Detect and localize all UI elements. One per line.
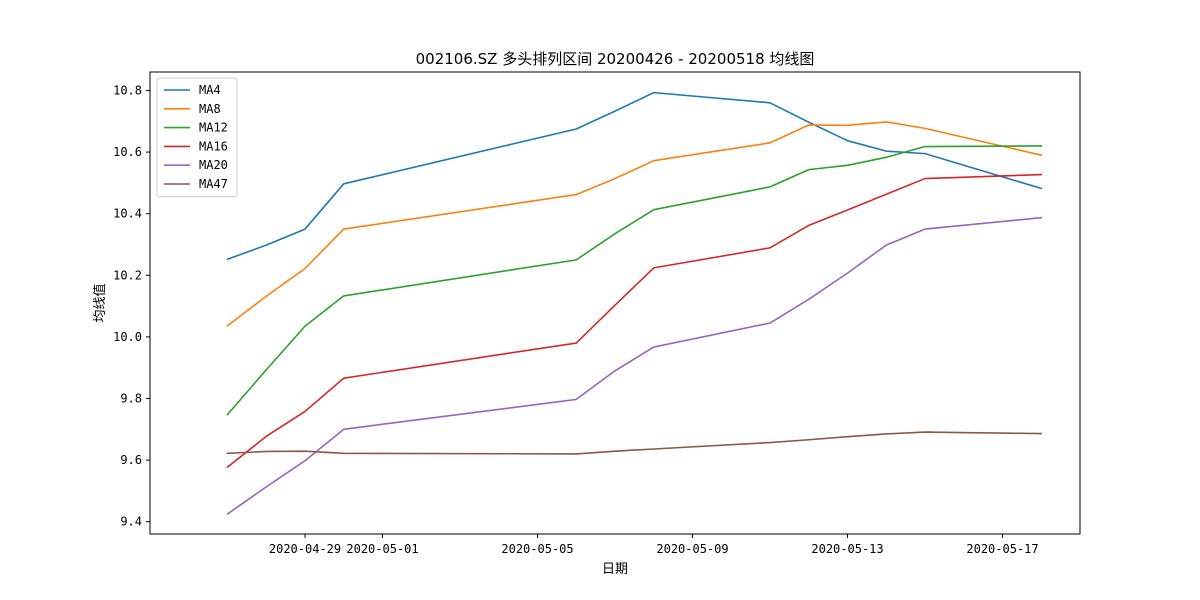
y-tick-label: 9.4 [120,515,142,529]
x-tick-label: 2020-04-29 [269,542,341,556]
legend-label-ma20: MA20 [199,158,228,172]
legend-box [156,77,238,198]
x-axis-label: 日期 [602,562,628,577]
legend-label-ma12: MA12 [199,121,228,135]
series-line-ma47 [226,431,1043,455]
legend-label-ma4: MA4 [199,83,221,97]
x-tick-label: 2020-05-17 [966,542,1038,556]
chart-title: 002106.SZ 多头排列区间 20200426 - 20200518 均线图 [416,50,815,68]
x-tick-label: 2020-05-01 [346,542,418,556]
y-tick-label: 9.6 [120,453,142,467]
y-tick-label: 10.6 [113,145,142,159]
y-tick-label: 9.8 [120,391,142,405]
x-tick-label: 2020-05-09 [656,542,728,556]
x-axis-ticks: 2020-04-29 2020-05-01 2020-05-05 2020-05-09… [269,534,1039,556]
x-tick-label: 2020-05-05 [501,542,573,556]
series-line-ma12 [226,145,1043,416]
x-tick-label: 2020-05-13 [811,542,883,556]
y-tick-label: 10.4 [113,207,142,221]
y-axis-label: 均线值 [92,283,108,322]
y-tick-label: 10.0 [113,330,142,344]
y-axis-ticks: 9.4 9.6 9.8 10.0 10.2 10.4 10.6 10.8 [113,83,150,529]
series-lines [226,91,1043,516]
legend: MA4 MA8 MA12 MA16 MA20 MA47 [156,77,238,198]
legend-label-ma47: MA47 [199,177,228,191]
series-line-ma8 [226,121,1043,327]
y-tick-label: 10.2 [113,268,142,282]
legend-label-ma16: MA16 [199,139,228,153]
y-tick-label: 10.8 [113,83,142,97]
series-line-ma4 [226,91,1043,261]
series-line-ma16 [226,173,1043,469]
plot-frame [149,71,1081,535]
series-line-ma20 [226,216,1043,516]
legend-label-ma8: MA8 [199,102,221,116]
